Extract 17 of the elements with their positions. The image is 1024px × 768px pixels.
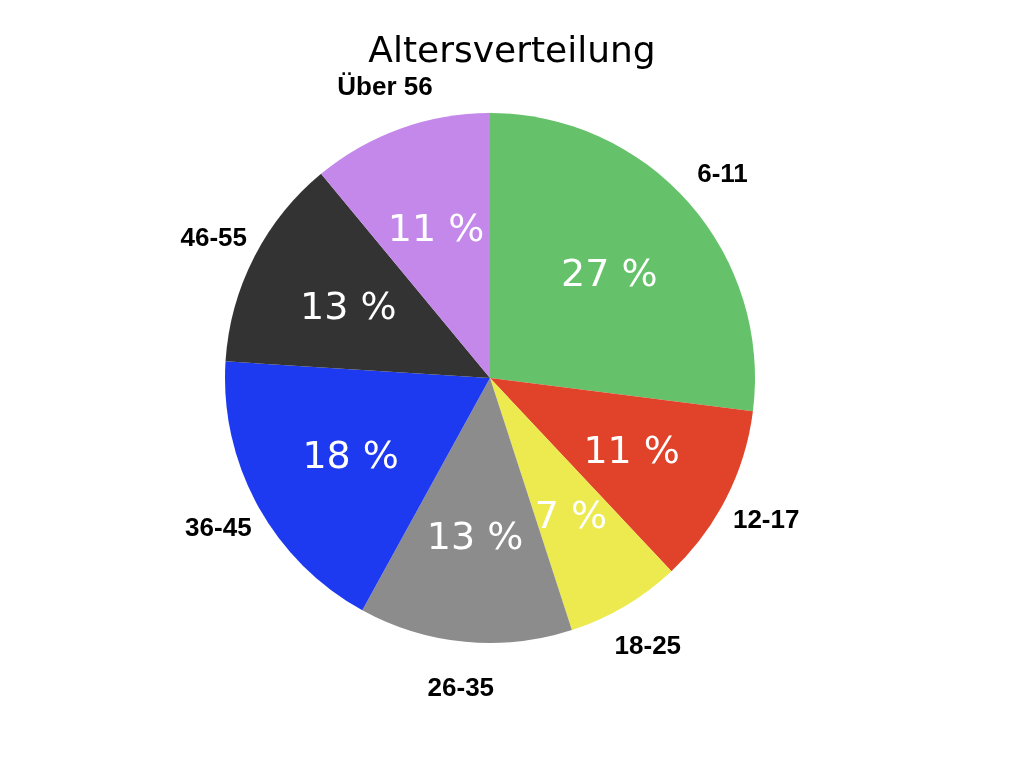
data-label: 7 % [534, 492, 608, 537]
slice-label: Über 56 [337, 71, 433, 102]
data-label: 18 % [302, 432, 399, 477]
pie-slice [490, 113, 755, 412]
data-label: 13 % [426, 514, 524, 559]
pie-slice [362, 378, 572, 643]
slice-label: 26-35 [427, 671, 495, 702]
slice-label: 12-17 [732, 503, 800, 534]
data-label: 11 % [583, 428, 680, 473]
slice-label: 46-55 [180, 222, 248, 253]
data-label: 27 % [560, 250, 658, 295]
data-label: 11 % [387, 206, 485, 251]
chart-title: Altersverteilung [368, 29, 656, 70]
slice-label: 18-25 [614, 629, 682, 660]
slice-label: 6-11 [697, 157, 748, 188]
slice-label: 36-45 [185, 512, 252, 543]
data-label: 13 % [300, 283, 397, 328]
